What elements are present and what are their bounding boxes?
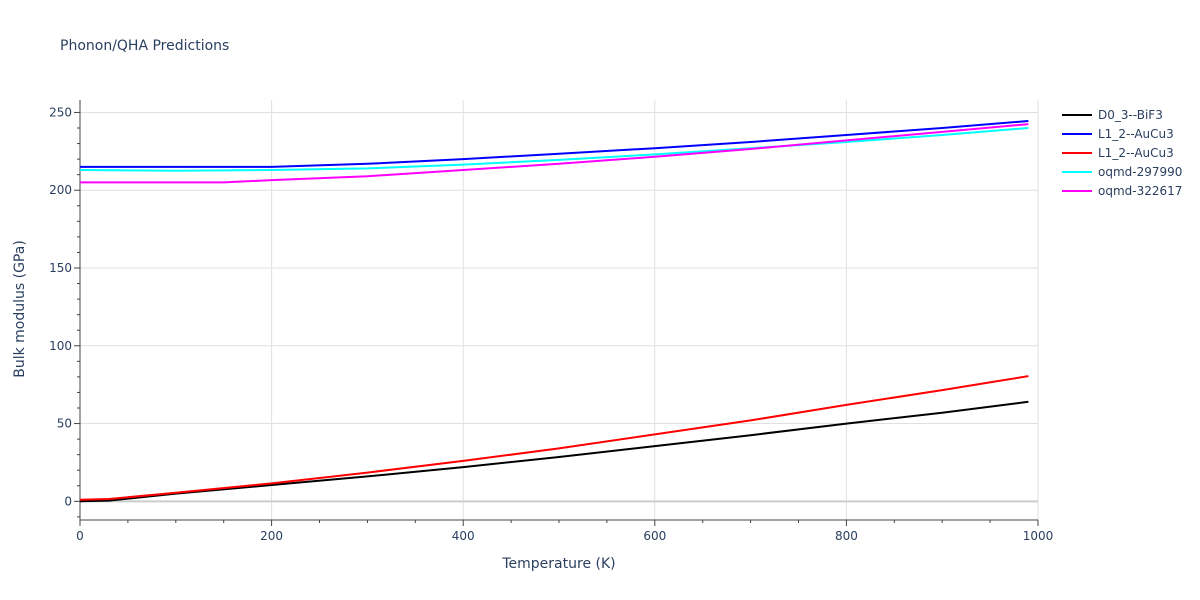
legend-label-2: L1_2--AuCu3 bbox=[1098, 146, 1174, 160]
y-axis-title: Bulk modulus (GPa) bbox=[12, 240, 28, 378]
chart-title: Phonon/QHA Predictions bbox=[60, 38, 229, 54]
gridlines bbox=[80, 100, 1039, 520]
x-tick-labels: 0 200 400 600 800 1000 bbox=[76, 529, 1053, 543]
series-line-3 bbox=[79, 127, 1029, 172]
x-tick-label: 1000 bbox=[1023, 529, 1054, 543]
y-tick-labels: 0 50 100 150 200 250 bbox=[49, 105, 72, 508]
x-tick-label: 200 bbox=[260, 529, 283, 543]
legend-label-3: oqmd-297990 bbox=[1098, 165, 1182, 179]
legend-label-1: L1_2--AuCu3 bbox=[1098, 127, 1174, 141]
y-tick-label: 50 bbox=[57, 417, 72, 431]
y-tick-label: 150 bbox=[49, 261, 72, 275]
series-line-0 bbox=[79, 400, 1029, 503]
y-tick-label: 0 bbox=[64, 494, 72, 508]
x-tick-label: 400 bbox=[452, 529, 475, 543]
legend-label-4: oqmd-322617 bbox=[1098, 184, 1182, 198]
x-axis-title: Temperature (K) bbox=[501, 556, 615, 572]
legend: D0_3--BiF3 L1_2--AuCu3 L1_2--AuCu3 oqmd-297… bbox=[1062, 108, 1182, 198]
y-tick-label: 250 bbox=[49, 105, 72, 119]
y-tick-label: 100 bbox=[49, 339, 72, 353]
x-tick-label: 600 bbox=[643, 529, 666, 543]
x-tick-label: 800 bbox=[835, 529, 858, 543]
series-line-2 bbox=[79, 375, 1029, 501]
series-lines bbox=[79, 120, 1029, 503]
legend-label-0: D0_3--BiF3 bbox=[1098, 108, 1163, 122]
series-line-1 bbox=[80, 120, 1029, 168]
series-line-4 bbox=[80, 123, 1029, 184]
y-tick-label: 200 bbox=[49, 183, 72, 197]
x-tick-label: 0 bbox=[76, 529, 84, 543]
